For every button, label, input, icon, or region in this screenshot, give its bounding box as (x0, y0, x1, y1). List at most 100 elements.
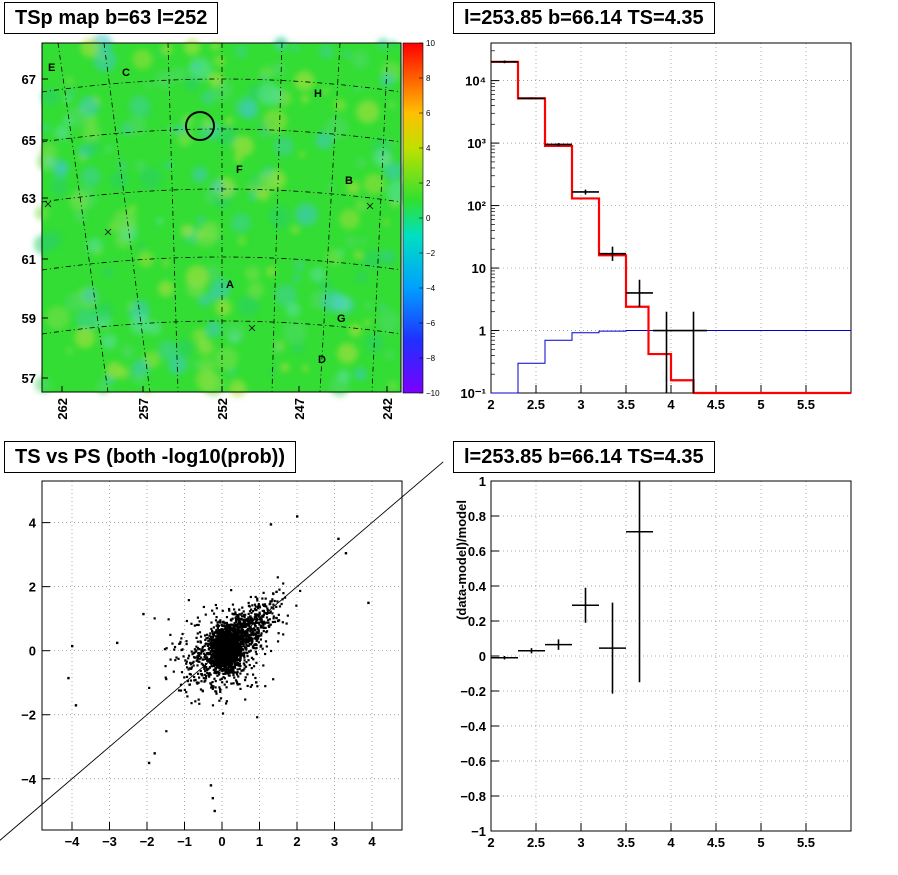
scatter-point (236, 641, 239, 644)
scatter-point (262, 609, 266, 613)
scatter-point (271, 620, 275, 624)
map-xtick-label: 247 (292, 398, 307, 420)
scatter-point (250, 632, 253, 635)
scatter-point (229, 632, 233, 635)
graticule-longitude (167, 42, 179, 393)
scatter-point (232, 613, 235, 616)
scatter-point (242, 639, 245, 643)
scatter-point (247, 616, 250, 619)
residual-xtick-label: 3.5 (617, 835, 635, 850)
scatter-point (248, 633, 251, 636)
spectrum-ytick-label: 10⁴ (465, 74, 486, 89)
scatter-point (229, 628, 232, 631)
map-patch (229, 332, 240, 343)
map-patch (283, 320, 307, 345)
scatter-point (244, 641, 247, 644)
graticule-latitude (41, 128, 402, 143)
scatter-point (232, 625, 235, 629)
scatter-outlier (74, 704, 78, 707)
map-patch (389, 40, 398, 49)
map-patch (93, 301, 114, 322)
scatter-outlier (209, 784, 213, 787)
scatter-point (226, 634, 229, 637)
residual-xtick-label: 3 (577, 835, 584, 850)
scatter-point (163, 648, 167, 651)
scatter-point (242, 632, 245, 635)
map-patch (293, 260, 305, 272)
scatter-point (194, 656, 197, 659)
colorbar-tick-label: 10 (426, 39, 435, 48)
scatter-point (235, 639, 238, 642)
scatter-point (219, 619, 222, 622)
scatter-point (215, 643, 219, 646)
scatter-point (211, 636, 214, 639)
scatter-point (188, 672, 191, 676)
scatter-point (251, 630, 254, 633)
scatter-point (243, 620, 246, 623)
map-patch (157, 280, 174, 297)
map-patch (120, 344, 135, 359)
scatter-point (198, 654, 201, 658)
scatter-point (222, 637, 225, 640)
scatter-point (275, 616, 278, 620)
scatter-point (203, 667, 206, 671)
scatter-point (220, 661, 224, 664)
scatter-point (227, 623, 230, 627)
scatter-point (231, 635, 234, 638)
map-patch (54, 125, 70, 141)
scatter-point (202, 605, 205, 609)
residual-point (572, 587, 599, 623)
residual-point (545, 639, 572, 650)
scatter-point (211, 629, 214, 633)
source-cross (104, 228, 112, 236)
map-patch (355, 199, 368, 212)
map-patch (63, 95, 72, 104)
scatter-point (221, 646, 225, 650)
scatter-point (228, 657, 231, 660)
scatter-point (225, 616, 229, 619)
map-patch (337, 249, 344, 256)
scatter-point (236, 661, 240, 664)
map-patch (82, 123, 101, 143)
scatter-point (229, 641, 233, 644)
scatter-point (276, 640, 280, 643)
scatter-point (252, 622, 255, 625)
scatter-point (261, 597, 264, 600)
scatter-point (216, 674, 219, 677)
map-patch (268, 205, 291, 229)
scatter-point (243, 667, 246, 670)
scatter-outlier (269, 523, 273, 526)
scatter-point (199, 640, 202, 644)
scatter-point (238, 662, 241, 666)
scatter-point (238, 639, 241, 642)
scatter-point (229, 659, 232, 662)
scatter-point (198, 648, 201, 651)
scatter-point (249, 649, 252, 652)
scatter-point (256, 605, 259, 609)
scatter-point (204, 634, 207, 637)
map-patch (302, 364, 309, 372)
scatter-ytick-label: 2 (29, 580, 36, 595)
scatter-point (249, 634, 253, 637)
scatter-point (237, 631, 240, 634)
scatter-point (227, 648, 230, 651)
scatter-point (262, 621, 265, 624)
map-patch (117, 160, 127, 170)
scatter-point (211, 704, 215, 707)
scatter-point (228, 650, 232, 653)
scatter-point (234, 616, 237, 619)
scatter-point (226, 638, 229, 641)
map-patch (197, 216, 205, 224)
scatter-point (268, 618, 271, 621)
map-patch (237, 236, 246, 246)
map-patch (201, 118, 212, 129)
scatter-point (204, 674, 208, 678)
scatter-point (223, 649, 226, 652)
scatter-point (225, 680, 228, 683)
scatter-point (215, 631, 219, 634)
scatter-point (208, 666, 212, 669)
map-patch (157, 340, 178, 360)
scatter-point (236, 683, 239, 686)
scatter-point (195, 645, 198, 648)
